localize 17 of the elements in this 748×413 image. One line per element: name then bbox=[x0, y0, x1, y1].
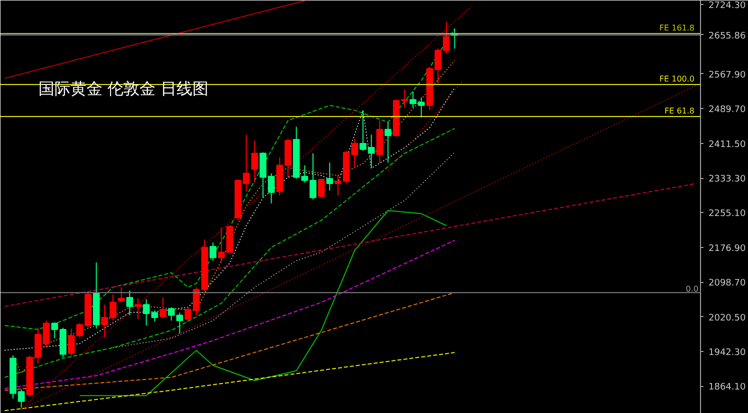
ref-line-label: FE 61.8 bbox=[664, 106, 695, 116]
y-tick-label: 2333.30 bbox=[708, 174, 746, 185]
annotation: 0.0 bbox=[686, 284, 699, 294]
ref-line-label: FE 161.8 bbox=[659, 24, 695, 33]
y-tick-label: 2020.50 bbox=[708, 313, 746, 324]
y-tick-label: 2176.90 bbox=[708, 244, 746, 254]
y-tick-label: 2411.50 bbox=[708, 140, 746, 150]
y-tick-label: 2655.86 bbox=[708, 31, 746, 42]
y-tick-label: 2724.30 bbox=[708, 1, 746, 12]
y-tick-label: 1864.10 bbox=[708, 382, 746, 393]
y-tick-label: 2098.70 bbox=[708, 278, 746, 289]
y-tick-label: 2567.90 bbox=[708, 70, 746, 80]
y-tick-label: 2255.10 bbox=[708, 209, 746, 220]
ref-line-label: FE 100.0 bbox=[659, 74, 695, 84]
text: 国际黄金 伦敦金 日线图 bbox=[38, 79, 209, 98]
y-tick-label: 1942.30 bbox=[708, 348, 746, 358]
y-tick-label: 2489.70 bbox=[708, 105, 746, 116]
